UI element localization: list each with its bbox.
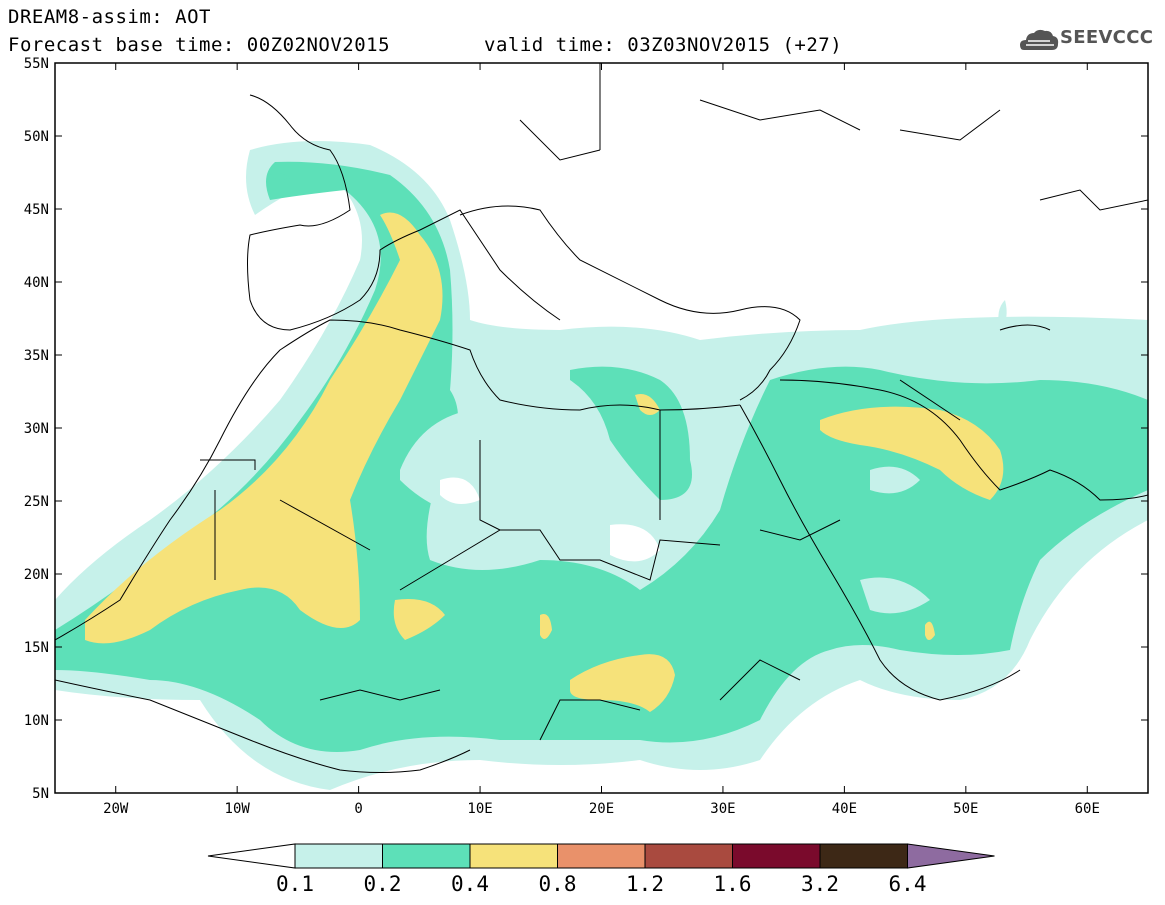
lon-tick-label: 10W — [225, 801, 251, 817]
lat-tick-label: 55N — [24, 56, 49, 72]
aot-field — [55, 141, 1148, 790]
lon-tick-label: 30E — [710, 801, 735, 817]
colorbar-label: 6.4 — [888, 872, 927, 896]
logo-text: SEEVCCC — [1060, 27, 1154, 48]
colorbar-label: 1.6 — [713, 872, 752, 896]
forecast-base-time: Forecast base time: 00Z02NOV2015 — [8, 34, 391, 56]
lat-tick-label: 5N — [32, 786, 49, 802]
aot-white-holes — [440, 477, 660, 562]
lon-tick-label: 10E — [467, 801, 492, 817]
lon-tick-label: 20W — [103, 801, 129, 817]
lat-tick-label: 20N — [24, 567, 49, 583]
colorbar-label: 0.2 — [363, 872, 402, 896]
lat-tick-label: 45N — [24, 202, 49, 218]
colorbar-swatch — [644, 843, 733, 869]
lat-tick-label: 35N — [24, 348, 49, 364]
lat-tick-label: 25N — [24, 494, 49, 510]
lon-tick-label: 60E — [1075, 801, 1100, 817]
lat-tick-label: 30N — [24, 421, 49, 437]
cloud-logo-icon — [1020, 29, 1059, 50]
valid-time: valid time: 03Z03NOV2015 (+27) — [484, 34, 843, 56]
colorbar-swatch — [382, 843, 471, 869]
colorbar-label: 0.8 — [538, 872, 577, 896]
lat-tick-label: 50N — [24, 129, 49, 145]
colorbar-label: 0.1 — [276, 872, 314, 896]
colorbar-label: 3.2 — [801, 872, 839, 896]
colorbar — [207, 843, 995, 869]
colorbar-swatch — [294, 843, 383, 869]
lon-tick-label: 0 — [354, 801, 362, 817]
lat-tick-label: 15N — [24, 640, 49, 656]
colorbar-label: 1.2 — [626, 872, 664, 896]
colorbar-label: 0.4 — [451, 872, 489, 896]
colorbar-max-arrow — [907, 843, 995, 869]
colorbar-swatch — [732, 843, 821, 869]
latitude-axis: 55N 50N 45N 40N 35N 30N 25N 20N 15N 10N 5N — [24, 56, 1148, 802]
coastlines — [55, 63, 1148, 773]
lat-tick-label: 40N — [24, 275, 49, 291]
aot-band-0.4-0.8 — [85, 212, 1004, 712]
lon-tick-label: 40E — [832, 801, 857, 817]
colorbar-swatch — [469, 843, 558, 869]
colorbar-swatch — [557, 843, 646, 869]
lon-tick-label: 20E — [589, 801, 614, 817]
longitude-axis: 20W 10W 0 10E 20E 30E 40E 50E 60E — [103, 63, 1100, 817]
map-title: DREAM8-assim: AOT — [8, 6, 211, 28]
colorbar-swatch — [819, 843, 908, 869]
lon-tick-label: 50E — [953, 801, 978, 817]
colorbar-min-arrow — [207, 843, 296, 869]
lat-tick-label: 10N — [24, 713, 49, 729]
